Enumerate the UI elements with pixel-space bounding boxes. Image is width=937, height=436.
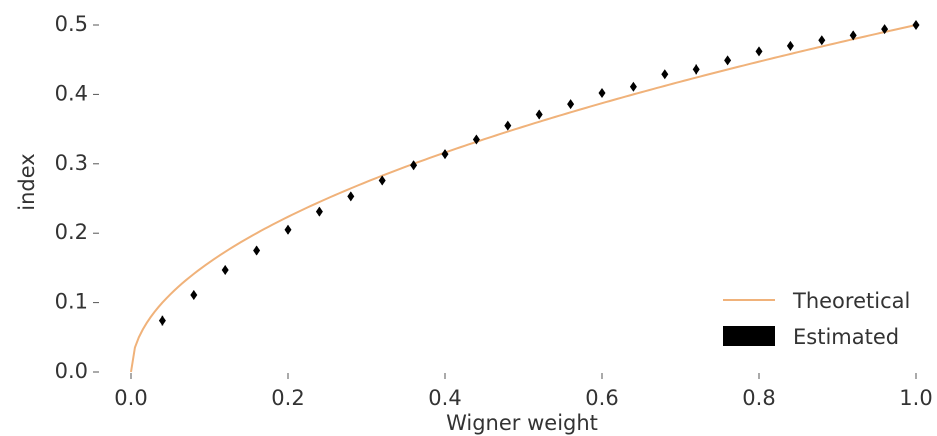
- estimated-point: [692, 64, 700, 75]
- x-tick-label: 1.0: [899, 386, 932, 410]
- y-tick-label: 0.3: [55, 151, 88, 175]
- x-tick-label: 0.2: [271, 386, 304, 410]
- y-tick-label: 0.1: [55, 290, 88, 314]
- theoretical-curve: [130, 24, 917, 373]
- estimated-point: [410, 160, 418, 171]
- estimated-point: [504, 120, 512, 131]
- legend-label-estimated: Estimated: [793, 325, 899, 349]
- estimated-point: [347, 191, 355, 202]
- estimated-point: [818, 35, 826, 46]
- x-axis-label: Wigner weight: [446, 411, 598, 435]
- y-tick-label: 0.4: [55, 81, 88, 105]
- estimated-point: [755, 46, 763, 57]
- estimated-point: [190, 289, 198, 300]
- x-tick-label: 0.8: [742, 386, 775, 410]
- estimated-point: [661, 69, 669, 80]
- estimated-point: [158, 315, 166, 326]
- estimated-point: [881, 24, 889, 35]
- y-axis: 0.0 0.1 0.2 0.3 0.4 0.5: [55, 12, 99, 383]
- x-tick-label: 0.6: [585, 386, 618, 410]
- estimated-point: [378, 175, 386, 186]
- legend: Theoretical Estimated: [723, 289, 910, 349]
- estimated-point: [315, 206, 323, 217]
- estimated-point: [849, 30, 857, 41]
- x-tick-label: 0.4: [428, 386, 461, 410]
- x-tick-label: 0.0: [114, 386, 147, 410]
- estimated-point: [221, 264, 229, 275]
- estimated-point: [535, 109, 543, 120]
- y-axis-label: index: [15, 153, 39, 210]
- y-tick-label: 0.5: [55, 12, 88, 36]
- estimated-point: [629, 81, 637, 92]
- estimated-point: [724, 55, 732, 66]
- plot-area: [130, 20, 920, 373]
- estimated-point: [786, 40, 794, 51]
- x-axis: 0.0 0.2 0.4 0.6 0.8 1.0: [114, 373, 933, 410]
- y-tick-label: 0.2: [55, 220, 88, 244]
- y-tick-label: 0.0: [55, 359, 88, 383]
- estimated-point: [598, 88, 606, 99]
- estimated-point: [567, 99, 575, 110]
- legend-label-theoretical: Theoretical: [792, 289, 910, 313]
- estimated-point: [253, 245, 261, 256]
- estimated-point: [472, 134, 480, 145]
- estimated-point: [441, 149, 449, 160]
- estimated-point: [912, 20, 920, 30]
- estimated-point: [284, 224, 292, 235]
- legend-swatch-estimated: [723, 326, 775, 346]
